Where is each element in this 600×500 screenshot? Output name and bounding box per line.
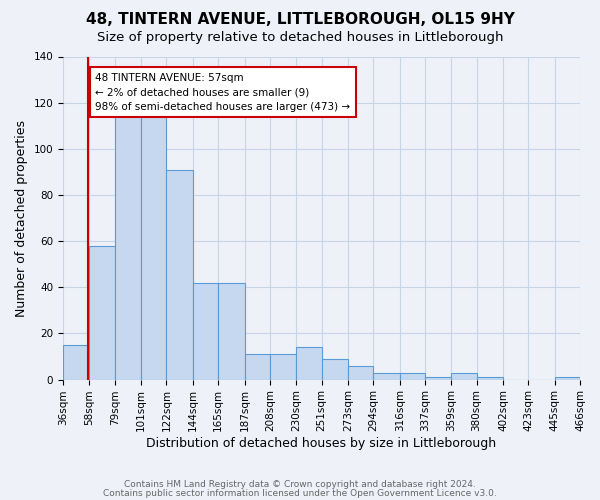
Bar (348, 366, 373, 380)
Bar (296, 348, 322, 380)
Text: Size of property relative to detached houses in Littleborough: Size of property relative to detached ho… (97, 31, 503, 44)
Text: 48 TINTERN AVENUE: 57sqm
← 2% of detached houses are smaller (9)
98% of semi-det: 48 TINTERN AVENUE: 57sqm ← 2% of detache… (95, 72, 350, 112)
X-axis label: Distribution of detached houses by size in Littleborough: Distribution of detached houses by size … (146, 437, 497, 450)
Bar (218, 282, 245, 380)
Bar (270, 354, 296, 380)
Y-axis label: Number of detached properties: Number of detached properties (15, 120, 28, 316)
Bar (476, 378, 503, 380)
Bar (451, 372, 476, 380)
Bar (63, 345, 89, 380)
Bar (555, 378, 580, 380)
Bar (400, 372, 425, 380)
Text: Contains public sector information licensed under the Open Government Licence v3: Contains public sector information licen… (103, 488, 497, 498)
Bar (89, 246, 115, 380)
Bar (193, 282, 218, 380)
Bar (245, 354, 270, 380)
Bar (115, 114, 141, 380)
Text: 48, TINTERN AVENUE, LITTLEBOROUGH, OL15 9HY: 48, TINTERN AVENUE, LITTLEBOROUGH, OL15 … (86, 12, 514, 28)
Bar (141, 108, 166, 380)
Bar (425, 378, 451, 380)
Bar (166, 170, 193, 380)
Bar (373, 372, 400, 380)
Text: Contains HM Land Registry data © Crown copyright and database right 2024.: Contains HM Land Registry data © Crown c… (124, 480, 476, 489)
Bar (322, 359, 348, 380)
